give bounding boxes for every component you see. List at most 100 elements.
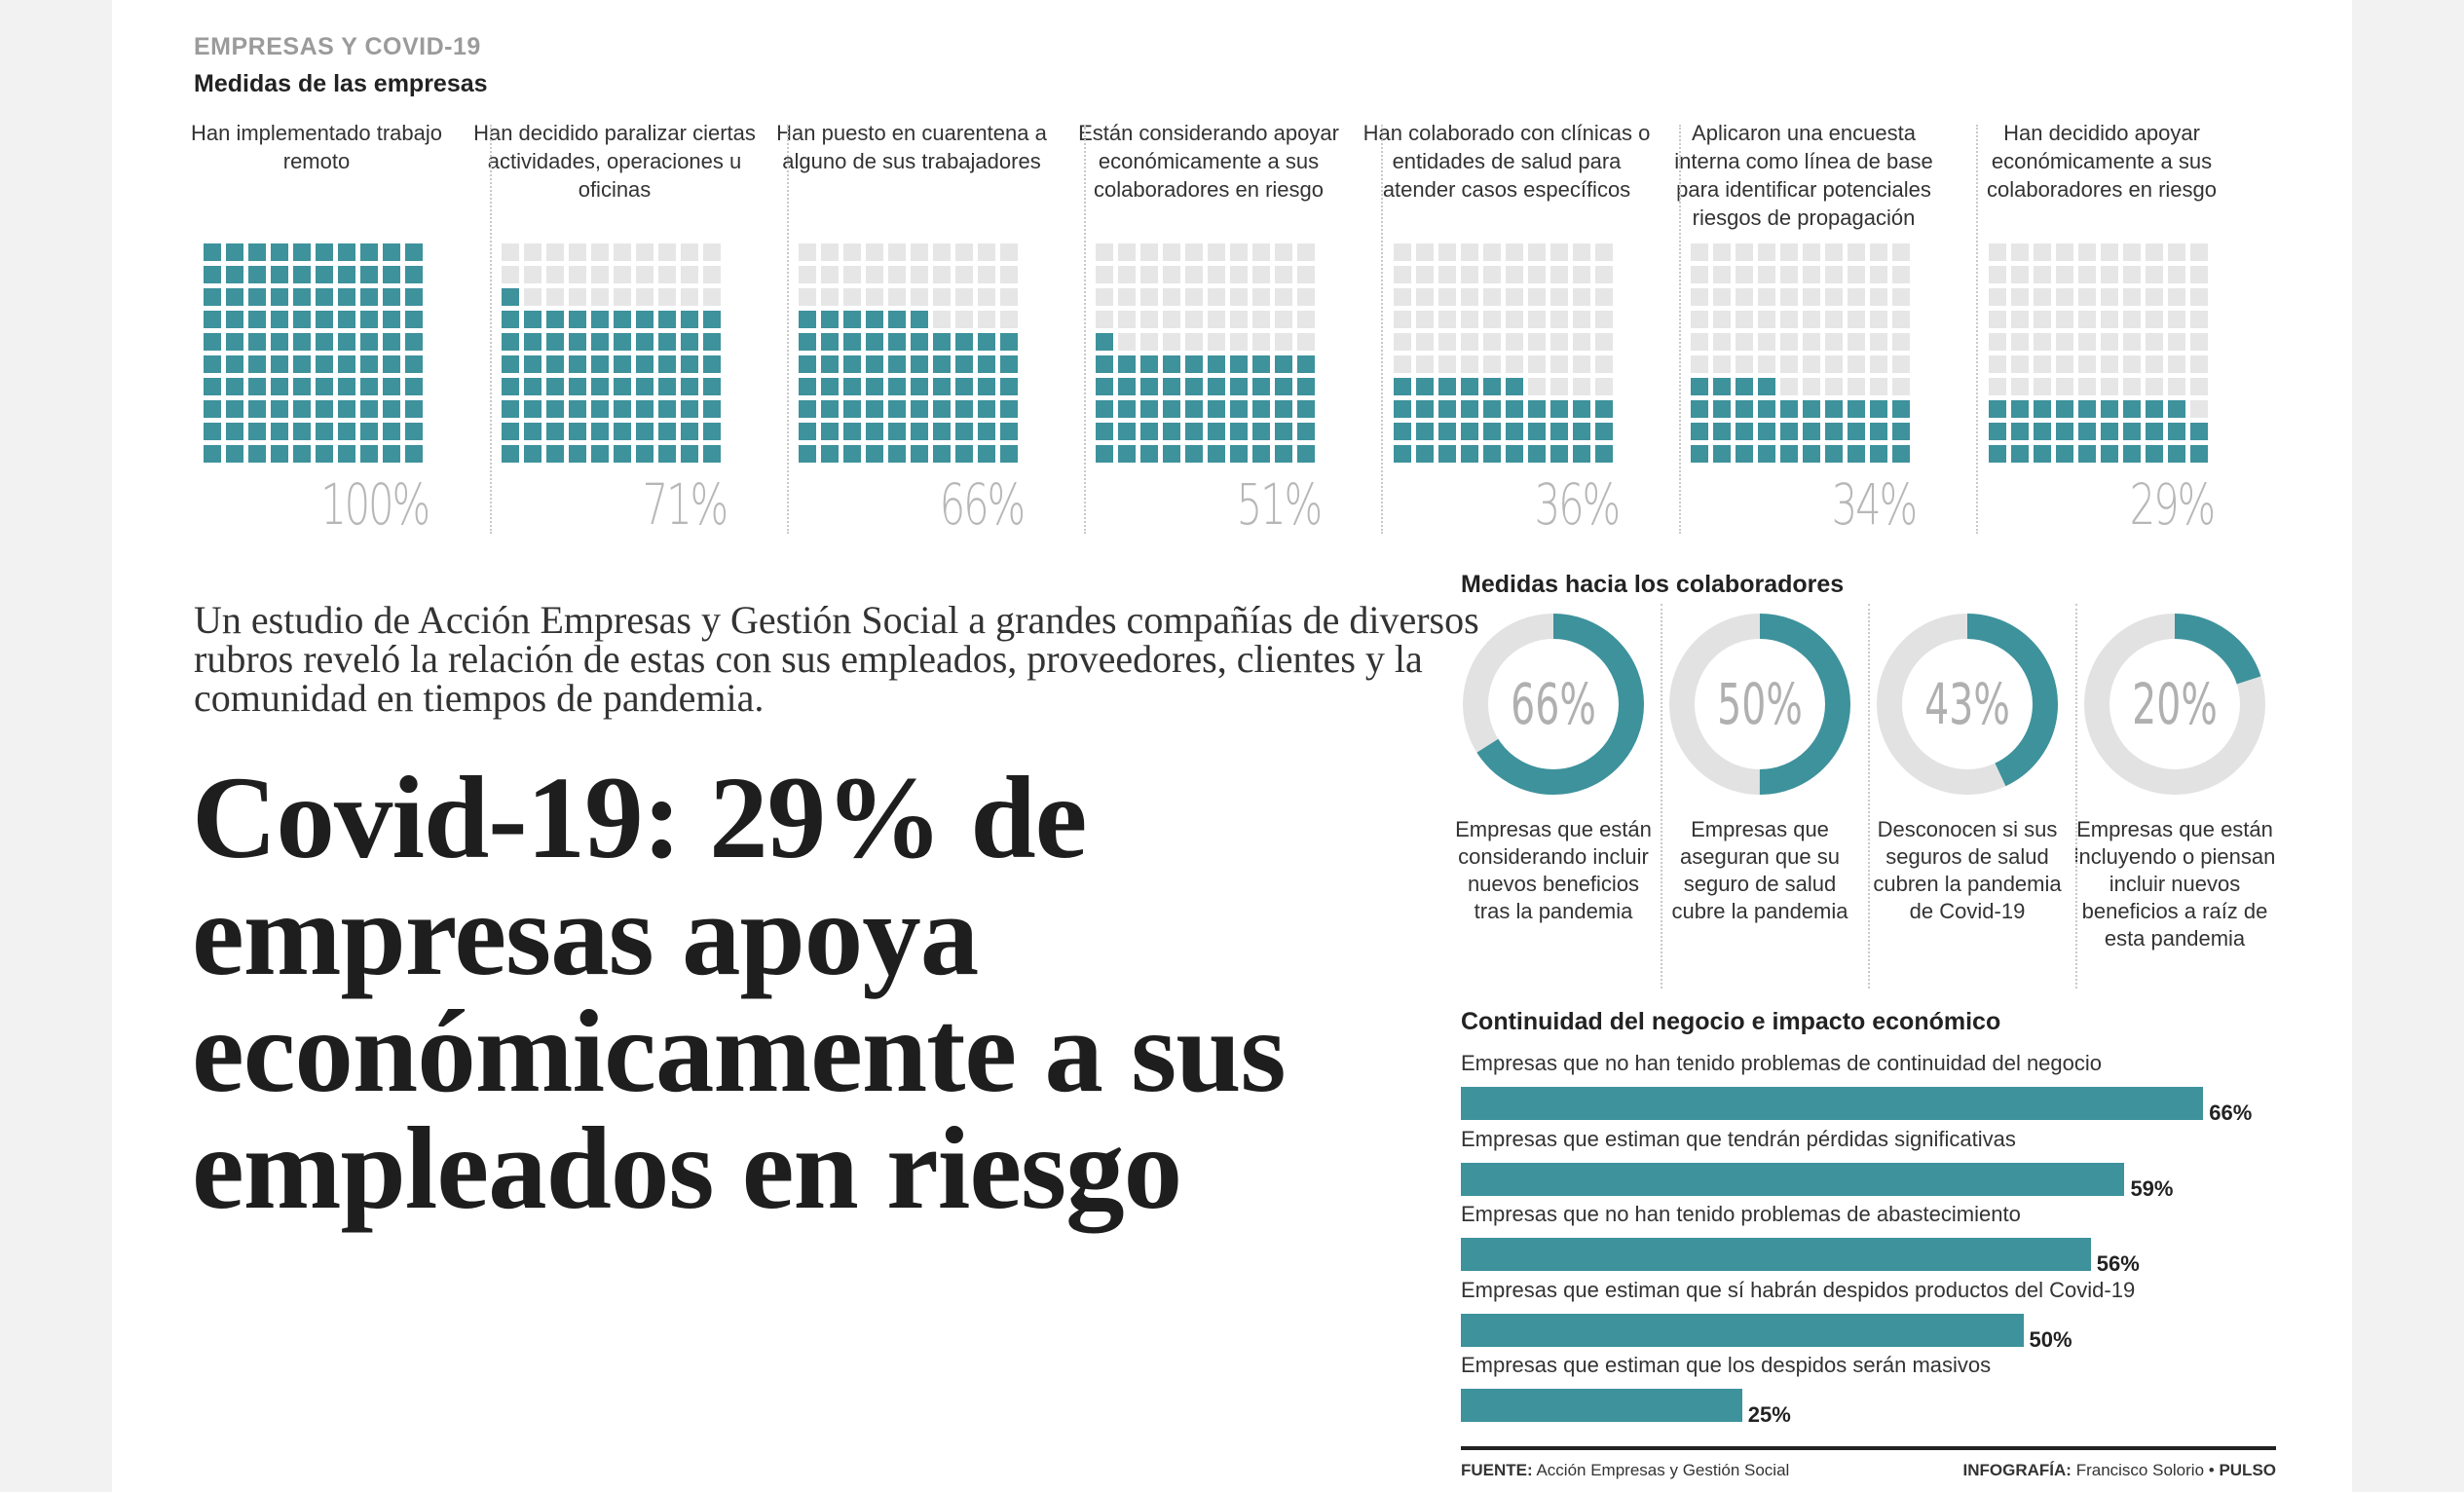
waffle-cell bbox=[204, 355, 221, 373]
waffle-cell bbox=[681, 400, 698, 418]
waffle-cell bbox=[933, 311, 951, 328]
waffle-cell bbox=[866, 288, 883, 306]
waffle-cell bbox=[316, 243, 333, 261]
waffle-cell bbox=[866, 243, 883, 261]
waffle-cell bbox=[2123, 378, 2141, 395]
waffle-cell bbox=[955, 311, 973, 328]
waffle-label: Han colaborado con clínicas o entidades … bbox=[1363, 121, 1651, 202]
waffle-cell bbox=[383, 266, 400, 283]
waffle-cell bbox=[2168, 445, 2185, 463]
waffle-cell bbox=[1989, 445, 2006, 463]
waffle-cell bbox=[933, 423, 951, 440]
waffle-cell bbox=[1000, 445, 1018, 463]
waffle-cell bbox=[2034, 266, 2051, 283]
waffle-cell bbox=[405, 423, 423, 440]
waffle-cell bbox=[1736, 333, 1753, 351]
waffle-cell bbox=[1438, 400, 1456, 418]
waffle-cell bbox=[1394, 445, 1411, 463]
waffle-cell bbox=[204, 423, 221, 440]
waffle-cell bbox=[248, 423, 266, 440]
waffle-cell bbox=[1416, 243, 1434, 261]
waffle-cell bbox=[405, 288, 423, 306]
waffle-cell bbox=[1892, 311, 1910, 328]
waffle-cell bbox=[1118, 378, 1136, 395]
waffle-cell bbox=[569, 378, 586, 395]
waffle-cell bbox=[1252, 355, 1270, 373]
waffle-cell bbox=[1573, 311, 1590, 328]
waffle-cell bbox=[1595, 311, 1613, 328]
waffle-cell bbox=[1185, 445, 1203, 463]
waffle-cell bbox=[1803, 378, 1820, 395]
waffle-cell bbox=[271, 243, 288, 261]
waffle-cell bbox=[1275, 288, 1292, 306]
waffle-cell bbox=[1461, 378, 1478, 395]
donut-chart: 66% bbox=[1463, 614, 1644, 795]
bar-value-label: 56% bbox=[2096, 1251, 2140, 1276]
waffle-cell bbox=[1096, 400, 1113, 418]
waffle-cell bbox=[978, 311, 995, 328]
waffle-cell bbox=[614, 445, 631, 463]
waffle-cell bbox=[978, 355, 995, 373]
waffle-cell bbox=[614, 400, 631, 418]
waffle-cell bbox=[1461, 423, 1478, 440]
waffle-cell bbox=[1297, 288, 1315, 306]
footer-rule bbox=[1461, 1446, 2276, 1450]
waffle-cell bbox=[1118, 333, 1136, 351]
waffle-cell bbox=[1848, 378, 1865, 395]
waffle-cell bbox=[1394, 311, 1411, 328]
waffle-value: 66% bbox=[939, 471, 1027, 538]
waffle-cell bbox=[681, 445, 698, 463]
waffle-cell bbox=[2168, 400, 2185, 418]
waffle-cell bbox=[1573, 423, 1590, 440]
waffle-cell bbox=[271, 355, 288, 373]
waffle-cell bbox=[2078, 355, 2096, 373]
waffle-cell bbox=[1848, 288, 1865, 306]
waffle-cell bbox=[1848, 355, 1865, 373]
bar-category-label: Empresas que estiman que los despidos se… bbox=[1461, 1353, 1992, 1377]
waffle-cell bbox=[1870, 355, 1887, 373]
waffle-cell bbox=[1506, 378, 1523, 395]
waffle-cell bbox=[293, 400, 311, 418]
waffle-cell bbox=[2168, 355, 2185, 373]
waffle-cell bbox=[1825, 378, 1843, 395]
waffle-cell bbox=[1096, 311, 1113, 328]
waffle-cell bbox=[2101, 378, 2118, 395]
waffle-cell bbox=[1483, 266, 1501, 283]
waffle-cell bbox=[226, 400, 243, 418]
waffle-cell bbox=[888, 378, 906, 395]
waffle-cell bbox=[226, 288, 243, 306]
waffle-cell bbox=[1550, 311, 1568, 328]
bar-value-label: 25% bbox=[1747, 1402, 1791, 1427]
waffle-cell bbox=[911, 378, 928, 395]
waffle-cell bbox=[1000, 355, 1018, 373]
waffle-cell bbox=[799, 333, 816, 351]
waffle-cell bbox=[2146, 355, 2163, 373]
waffle-cell bbox=[1483, 378, 1501, 395]
waffle-cell bbox=[2056, 423, 2073, 440]
waffle-cell bbox=[546, 266, 564, 283]
waffle-cell bbox=[591, 288, 609, 306]
waffle-cell bbox=[1483, 355, 1501, 373]
waffle-cell bbox=[866, 355, 883, 373]
waffle-grid bbox=[799, 243, 1018, 463]
waffle-cell bbox=[383, 288, 400, 306]
waffle-cell bbox=[888, 288, 906, 306]
waffle-cell bbox=[955, 400, 973, 418]
waffle-cell bbox=[2011, 333, 2029, 351]
waffle-cell bbox=[360, 333, 378, 351]
waffle-cell bbox=[360, 400, 378, 418]
waffle-cell bbox=[888, 243, 906, 261]
waffle-cell bbox=[546, 445, 564, 463]
waffle-cell bbox=[204, 378, 221, 395]
waffle-cell bbox=[1989, 266, 2006, 283]
waffle-cell bbox=[1208, 378, 1225, 395]
waffle-cell bbox=[546, 333, 564, 351]
waffle-cell bbox=[1140, 288, 1158, 306]
waffle-cell bbox=[843, 445, 861, 463]
waffle-cell bbox=[1506, 355, 1523, 373]
waffle-cell bbox=[1297, 400, 1315, 418]
bar bbox=[1461, 1087, 2204, 1120]
waffle-cell bbox=[1506, 243, 1523, 261]
waffle-cell bbox=[2056, 378, 2073, 395]
waffle-cell bbox=[2123, 355, 2141, 373]
